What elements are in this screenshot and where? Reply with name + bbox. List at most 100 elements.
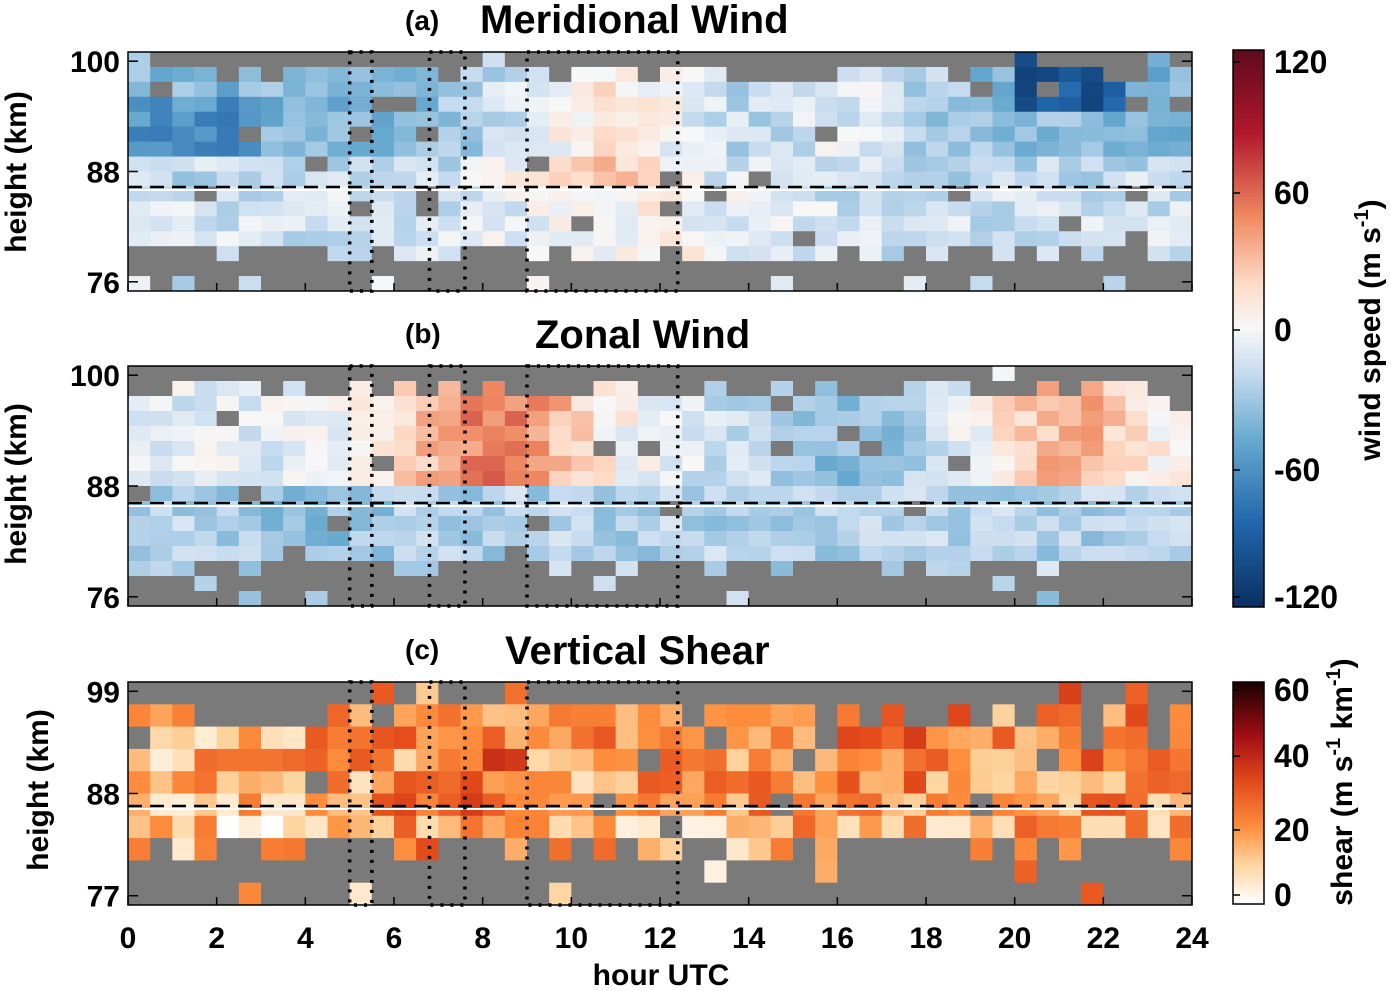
panel-b-cell <box>216 486 240 502</box>
panel-b-cell <box>438 516 461 532</box>
panel-b-cell <box>194 561 218 577</box>
panel-a-cell <box>1103 156 1126 172</box>
panel-c-cell <box>1169 704 1193 727</box>
panel-c-cell <box>504 748 528 772</box>
panel-a-cell <box>970 141 993 157</box>
panel-c-cell <box>1014 748 1038 772</box>
panel-b-cell <box>349 456 373 472</box>
panel-a-cell <box>815 66 838 83</box>
panel-a-cell <box>460 171 484 187</box>
panel-c-cell <box>970 838 993 861</box>
panel-c-cell <box>637 793 661 817</box>
panel-c-cell <box>416 748 439 772</box>
panel-a-cell <box>637 141 661 157</box>
panel-c-cell <box>1059 726 1082 750</box>
panel-a-cell <box>770 81 794 98</box>
panel-c-cell <box>1125 771 1149 794</box>
panel-a-cell <box>194 96 218 113</box>
panel-a-cell <box>238 171 262 187</box>
panel-b-cell <box>216 501 240 517</box>
panel-c-cell <box>859 726 883 750</box>
panel-a-cell <box>593 246 617 262</box>
panel-a-cell <box>837 201 860 217</box>
panel-b-cell <box>460 366 484 382</box>
panel-c-cell <box>593 748 617 772</box>
panel-c-cell <box>615 726 639 750</box>
panel-c-cell <box>460 704 484 727</box>
panel-c-cell <box>926 771 949 794</box>
panel-a-cell <box>1103 171 1126 187</box>
panel-a-cell <box>881 126 905 143</box>
panel-b-cell <box>682 396 705 412</box>
panel-c-cell <box>1014 838 1038 861</box>
panel-b-cell <box>615 456 639 472</box>
panel-b-cell <box>238 381 262 397</box>
panel-b-cell <box>416 456 439 472</box>
panel-b-cell <box>438 471 461 487</box>
panel-b-cell <box>416 441 439 457</box>
panel-b-cell <box>903 516 927 532</box>
panel-c-cell <box>438 815 461 839</box>
panel-a-cell <box>571 261 594 277</box>
panel-a-cell <box>238 111 262 128</box>
panel-c-cell <box>1125 682 1149 705</box>
panel-c-cell <box>660 748 683 772</box>
panel-a-cell <box>682 231 705 247</box>
panel-b-cell <box>837 366 860 382</box>
panel-a-cell <box>948 246 971 262</box>
panel-b-cell <box>837 591 860 607</box>
panel-c-cell <box>128 704 151 727</box>
panel-c-cell <box>1125 748 1149 772</box>
panel-a-cell <box>394 171 417 187</box>
panel-a-cell <box>150 141 173 157</box>
panel-a-cell <box>238 186 262 202</box>
panel-b-cell <box>371 441 395 457</box>
panel-b-cell <box>748 531 772 547</box>
panel-c-cell <box>549 682 572 705</box>
panel-a-cell <box>837 186 860 202</box>
panel-c-cell <box>903 726 927 750</box>
panel-c-cell <box>770 771 794 794</box>
panel-a-cell <box>770 171 794 187</box>
panel-c-cell <box>926 882 949 906</box>
panel-a-cell <box>527 96 550 113</box>
panel-b-cell <box>238 396 262 412</box>
panel-a-cell <box>1081 246 1104 262</box>
panel-b-cell <box>815 501 838 517</box>
panel-b-cell <box>903 426 927 442</box>
panel-a-cell <box>527 261 550 277</box>
panel-b-cell <box>305 441 328 457</box>
panel-a-cell <box>704 96 727 113</box>
panel-c-cell <box>1103 860 1126 884</box>
panel-b-cell <box>216 396 240 412</box>
panel-a-cell <box>327 201 351 217</box>
panel-b-cell <box>1036 441 1060 457</box>
panel-b-cell <box>1036 576 1060 592</box>
xtick-label: 14 <box>732 922 766 955</box>
panel-a-cell <box>371 231 395 247</box>
panel-a-cell <box>726 156 750 172</box>
panel-a-cell <box>1169 111 1193 128</box>
xtick-label: 12 <box>643 922 676 955</box>
panel-b-cell <box>793 411 816 427</box>
panel-a-cell <box>438 126 461 143</box>
shear-colorbar-label-sup2: -1 <box>1323 668 1345 686</box>
panel-b-cell <box>770 441 794 457</box>
panel-a-cell <box>992 246 1016 262</box>
panel-c-heatmap <box>128 682 1193 906</box>
panel-a-cell <box>416 96 439 113</box>
xtick-label: 0 <box>120 922 137 955</box>
panel-b-cell <box>992 561 1016 577</box>
panel-a-cell <box>1169 52 1193 68</box>
panel-c-cell <box>194 771 218 794</box>
panel-b-cell <box>1169 561 1193 577</box>
panel-b-cell <box>194 396 218 412</box>
panel-a-cell <box>349 126 373 143</box>
panel-a-cell <box>859 81 883 98</box>
panel-b-cell <box>1036 531 1060 547</box>
panel-b-cell <box>881 516 905 532</box>
panel-a-cell <box>194 141 218 157</box>
panel-c-cell <box>948 838 971 861</box>
panel-b-cell <box>128 546 151 562</box>
panel-c-cell <box>128 682 151 705</box>
